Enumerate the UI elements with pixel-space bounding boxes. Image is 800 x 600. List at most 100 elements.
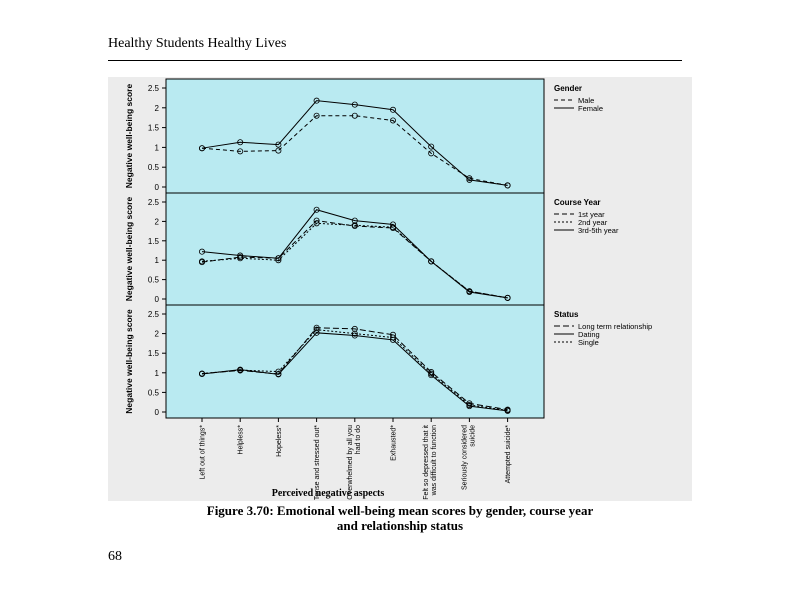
panel-status: 0 0.5 1 1.5 2 2.5 Negative well-being score Sta… xyxy=(124,304,652,419)
x-tick-label-line: Attempted suicide* xyxy=(505,425,512,484)
data-point xyxy=(275,255,282,262)
x-axis-title: Perceived negative aspects xyxy=(272,488,385,499)
legend-title: Course Year xyxy=(554,198,601,207)
legend-entry: Female xyxy=(578,104,603,113)
y-tick-label: 0 xyxy=(155,183,160,192)
data-point xyxy=(313,220,320,227)
series-line xyxy=(201,209,508,299)
y-tick-label: 1.5 xyxy=(148,124,160,133)
figure-caption-line2: and relationship status xyxy=(336,518,464,533)
data-point xyxy=(466,289,473,296)
x-tick-label: Hopeless* xyxy=(276,425,283,457)
data-point xyxy=(351,101,358,108)
panel-background xyxy=(165,192,545,306)
data-point xyxy=(237,367,244,374)
series-line xyxy=(201,100,508,186)
page-number: 68 xyxy=(108,549,122,564)
x-tick-label-line: suicide xyxy=(469,425,476,447)
y-tick-label: 2 xyxy=(155,104,160,113)
figure-caption: Figure 3.70: Emotional well-being mean s… xyxy=(108,503,692,533)
y-axis-title: Negative well-being score xyxy=(124,309,134,414)
data-point xyxy=(351,217,358,224)
legend-entry: 3rd-5th year xyxy=(578,226,619,235)
legend-entry: 1st year xyxy=(578,210,605,219)
data-point xyxy=(351,330,358,337)
x-tick-label: Seriously consideredsuicide xyxy=(461,425,476,490)
legend-title: Status xyxy=(554,310,579,319)
x-tick-label-line: Seriously considered xyxy=(461,425,468,490)
data-point xyxy=(199,145,206,152)
data-point xyxy=(428,258,435,265)
y-tick-label: 2.5 xyxy=(148,198,160,207)
y-tick-label: 1.5 xyxy=(148,349,160,358)
data-point xyxy=(275,368,282,375)
series-line xyxy=(201,332,508,412)
legend-entry: Long term relationship xyxy=(578,322,652,331)
series-line xyxy=(201,327,508,411)
x-tick-label: Exhausted* xyxy=(391,425,398,461)
y-tick-label: 2.5 xyxy=(148,310,160,319)
y-tick-label: 1 xyxy=(155,369,160,378)
data-point xyxy=(275,141,282,148)
panel-background xyxy=(165,304,545,419)
x-tick-label-line: was difficult to function xyxy=(431,425,438,496)
data-point xyxy=(504,407,511,414)
y-tick-label: 0.5 xyxy=(148,276,160,285)
y-tick-label: 1 xyxy=(155,143,160,152)
x-tick-label: Attempted suicide* xyxy=(505,425,512,484)
x-tick-label-line: Left out of things* xyxy=(200,425,207,480)
data-point xyxy=(389,106,396,113)
legend-entry: Dating xyxy=(578,330,600,339)
data-point xyxy=(199,258,206,265)
data-point xyxy=(428,370,435,377)
y-tick-label: 0 xyxy=(155,295,160,304)
x-tick-label-line: Helpless* xyxy=(238,425,245,455)
y-tick-label: 2.5 xyxy=(148,84,160,93)
data-point xyxy=(466,175,473,182)
data-point xyxy=(389,117,396,124)
data-point xyxy=(313,97,320,104)
header-rule xyxy=(108,60,682,61)
legend-title: Gender xyxy=(554,84,582,93)
x-tick-label-line: Hopeless* xyxy=(276,425,283,457)
x-tick-label-line: Overwhelmed by all you xyxy=(347,425,354,500)
x-tick-label-line: had to do xyxy=(355,425,362,454)
data-point xyxy=(199,248,206,255)
data-point xyxy=(313,206,320,213)
x-tick-label: Left out of things* xyxy=(200,425,207,480)
y-tick-label: 0.5 xyxy=(148,388,160,397)
y-axis-title: Negative well-being score xyxy=(124,197,134,302)
data-point xyxy=(313,326,320,333)
data-point xyxy=(428,143,435,150)
data-point xyxy=(199,370,206,377)
x-tick-label: Tense and stressed out* xyxy=(314,425,321,500)
data-point xyxy=(389,334,396,341)
panel-background xyxy=(165,78,545,194)
x-tick-label-line: Tense and stressed out* xyxy=(314,425,321,500)
y-tick-label: 1.5 xyxy=(148,237,160,246)
y-tick-label: 0 xyxy=(155,408,160,417)
panel-gender: 0 0.5 1 1.5 2 2.5 Negative well-being score Gen… xyxy=(124,78,603,194)
y-axis-title: Negative well-being score xyxy=(124,84,134,189)
x-tick-label-line: Exhausted* xyxy=(391,425,398,461)
data-point xyxy=(275,147,282,154)
data-point xyxy=(504,294,511,301)
data-point xyxy=(389,221,396,228)
series-line xyxy=(201,115,508,186)
y-tick-label: 2 xyxy=(155,330,160,339)
x-tick-label: Felt so depressed that itwas difficult t… xyxy=(423,425,438,500)
data-point xyxy=(428,150,435,157)
panel-course_year: 0 0.5 1 1.5 2 2.5 Negative well-being score Cou… xyxy=(124,192,619,306)
y-tick-label: 0.5 xyxy=(148,163,160,172)
data-point xyxy=(237,148,244,155)
data-point xyxy=(313,112,320,119)
legend-entry: Male xyxy=(578,96,594,105)
document-header: Healthy Students Healthy Lives xyxy=(108,36,287,51)
data-point xyxy=(237,139,244,146)
data-point xyxy=(237,252,244,259)
data-point xyxy=(351,222,358,229)
data-point xyxy=(351,325,358,332)
